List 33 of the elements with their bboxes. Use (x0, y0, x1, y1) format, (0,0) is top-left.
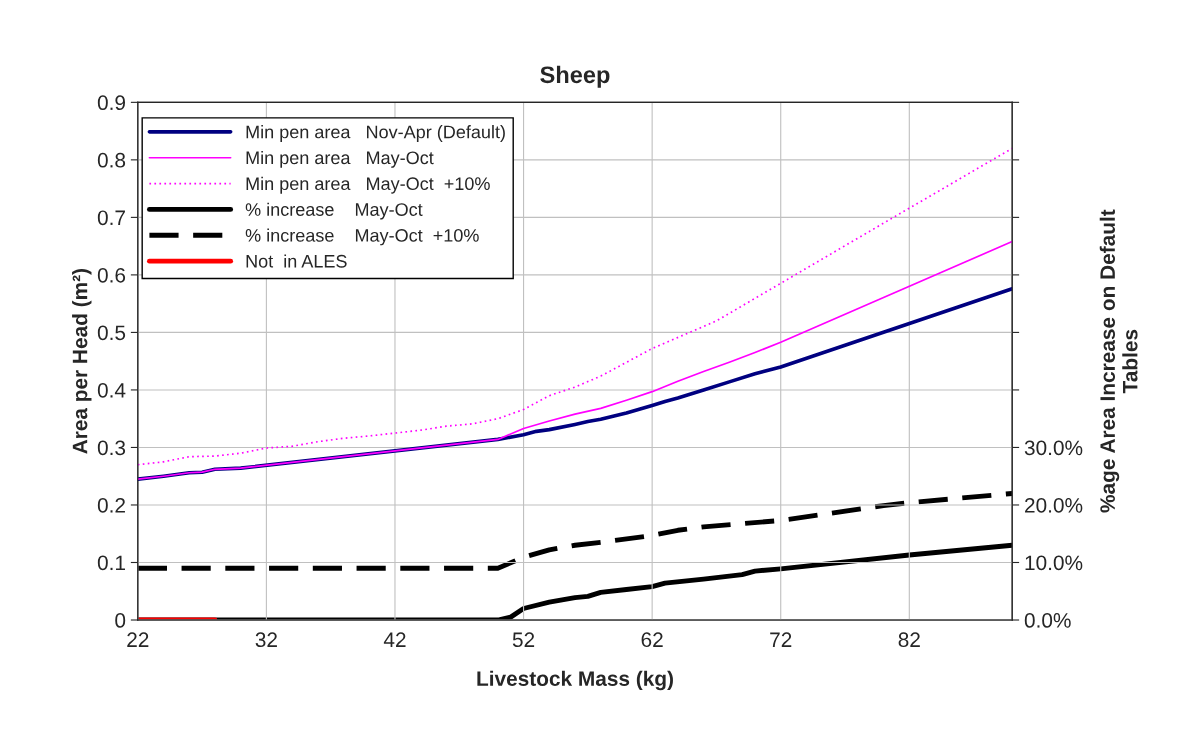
y-tick-label: 0.4 (97, 382, 126, 398)
y-tick-label: 0.1 (97, 555, 125, 571)
legend-label: Min pen area May-Oct +10% (246, 176, 490, 194)
y-tick-label: 0.3 (97, 440, 126, 456)
y2-tick-label: 0.0% (1024, 613, 1071, 628)
y-tick-label: 0.7 (97, 210, 125, 226)
x-tick-label: 32 (255, 632, 277, 648)
y2-tick-label: 10.0% (1025, 555, 1083, 571)
y-tick-label: 0.8 (97, 152, 126, 168)
y2-axis-title: %age Area Increase on Default Tables (1099, 209, 1138, 513)
x-tick-label: 82 (898, 632, 920, 648)
legend-label: Not in ALES (246, 254, 347, 268)
x-tick-label: 72 (770, 632, 792, 647)
x-tick-label: 52 (512, 632, 535, 648)
y2-tick-label: 20.0% (1025, 497, 1083, 513)
legend-label: % increase May-Oct +10% (245, 228, 479, 246)
y-tick-label: 0.2 (97, 497, 125, 513)
x-axis-title: Livestock Mass (kg) (477, 670, 673, 691)
chart-title: Sheep (540, 65, 610, 88)
legend-label: % increase May-Oct (245, 202, 423, 220)
y-tick-label: 0 (115, 613, 126, 628)
legend-label: Min pen area Nov-Apr (Default) (246, 125, 505, 142)
y-axis-title: Area per Head (m²) (72, 269, 92, 454)
legend-label: Min pen area May-Oct (246, 150, 434, 168)
line-series (137, 147, 1013, 466)
x-tick-label: 62 (641, 632, 663, 648)
y-tick-label: 0.6 (97, 267, 126, 283)
x-tick-label: 22 (127, 632, 149, 647)
x-tick-label: 42 (383, 632, 406, 647)
y2-tick-label: 30.0% (1024, 440, 1083, 456)
line-series (137, 491, 1013, 571)
y-tick-label: 0.9 (97, 95, 126, 111)
y-tick-label: 0.5 (97, 325, 126, 341)
